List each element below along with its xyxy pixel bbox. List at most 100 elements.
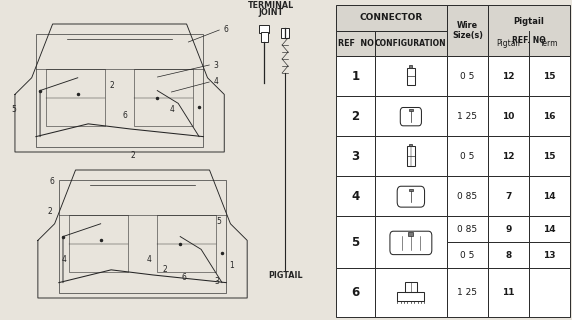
Bar [447, 96, 488, 136]
Bar [408, 232, 414, 236]
Bar [409, 188, 413, 191]
Bar [336, 176, 375, 216]
Text: 7: 7 [505, 192, 511, 201]
Text: 15: 15 [543, 152, 555, 161]
Text: 0 5: 0 5 [460, 251, 475, 260]
Bar [488, 216, 529, 242]
Text: 0 85: 0 85 [458, 225, 478, 234]
Bar [36, 34, 203, 147]
Bar [59, 180, 227, 293]
Text: 2: 2 [130, 151, 135, 161]
Text: 1 25: 1 25 [458, 288, 478, 297]
Text: 3: 3 [213, 60, 218, 69]
Bar [447, 5, 488, 56]
Text: TERMINAL: TERMINAL [248, 1, 294, 10]
Text: Pigtail: Pigtail [496, 39, 521, 48]
Text: 1: 1 [351, 70, 360, 83]
Text: 0 5: 0 5 [460, 72, 475, 81]
Bar [529, 96, 570, 136]
Text: CONNECTOR: CONNECTOR [360, 13, 423, 22]
Text: 2: 2 [351, 110, 360, 123]
Bar [488, 96, 529, 136]
Bar [529, 216, 570, 242]
Text: 4: 4 [213, 77, 218, 86]
Text: 9: 9 [505, 225, 511, 234]
Bar [447, 176, 488, 216]
Text: 5: 5 [11, 106, 17, 115]
Bar [375, 268, 447, 317]
Bar [407, 68, 415, 85]
Bar [375, 216, 447, 268]
Bar [529, 268, 570, 317]
Text: 2: 2 [47, 207, 52, 217]
Bar [407, 146, 415, 166]
Bar [375, 176, 447, 216]
Text: 14: 14 [543, 225, 555, 234]
Bar [261, 32, 268, 42]
Bar [69, 215, 128, 272]
Bar [488, 176, 529, 216]
Text: Pigtail: Pigtail [513, 17, 544, 26]
Text: CONFIGURATION: CONFIGURATION [375, 39, 447, 48]
Bar [488, 242, 529, 268]
Bar [375, 136, 447, 176]
Bar [46, 69, 105, 126]
Bar [529, 136, 570, 176]
Bar [488, 56, 529, 96]
Text: 6: 6 [122, 110, 127, 119]
Text: 12: 12 [502, 72, 515, 81]
Text: REF  NO: REF NO [337, 39, 374, 48]
Bar [336, 96, 375, 136]
Text: 4: 4 [351, 190, 360, 203]
Bar [488, 136, 529, 176]
Bar [410, 144, 412, 146]
Bar [398, 292, 424, 300]
Text: 10: 10 [502, 112, 514, 121]
Text: REF. NO: REF. NO [512, 36, 546, 45]
Text: JOINT: JOINT [259, 8, 284, 17]
Text: 5: 5 [217, 218, 222, 227]
Text: 15: 15 [543, 72, 555, 81]
Text: 6: 6 [49, 178, 54, 187]
Bar [336, 268, 375, 317]
Bar [409, 109, 412, 111]
Bar [336, 216, 375, 268]
Bar [281, 28, 289, 38]
Text: 1 25: 1 25 [458, 112, 478, 121]
Text: 14: 14 [543, 192, 555, 201]
Bar [157, 215, 216, 272]
Bar [336, 5, 447, 31]
Bar [375, 96, 447, 136]
Text: 11: 11 [502, 288, 515, 297]
Text: 2: 2 [109, 82, 114, 91]
Bar [405, 282, 416, 292]
Bar [336, 136, 375, 176]
Text: 0 5: 0 5 [460, 152, 475, 161]
Bar [529, 56, 570, 96]
Bar [336, 56, 375, 96]
Bar [447, 242, 488, 268]
Bar [336, 31, 375, 56]
Bar [447, 268, 488, 317]
Bar [259, 25, 269, 33]
Bar [447, 56, 488, 96]
Bar [529, 176, 570, 216]
Text: 4: 4 [147, 255, 152, 265]
Bar [447, 216, 488, 242]
Text: 8: 8 [505, 251, 511, 260]
Text: Term: Term [540, 39, 558, 48]
Text: 6: 6 [182, 274, 187, 283]
Text: 6: 6 [223, 26, 228, 35]
Bar [375, 31, 447, 56]
Text: 4: 4 [61, 255, 66, 265]
Text: 6: 6 [351, 286, 360, 299]
Text: Wire
Size(s): Wire Size(s) [452, 21, 483, 40]
Bar [134, 69, 193, 126]
Text: 4: 4 [170, 106, 175, 115]
Text: 5: 5 [351, 236, 360, 249]
Bar [375, 56, 447, 96]
Bar [529, 242, 570, 268]
Text: 13: 13 [543, 251, 555, 260]
Text: 1: 1 [229, 260, 233, 269]
Bar [488, 268, 529, 317]
